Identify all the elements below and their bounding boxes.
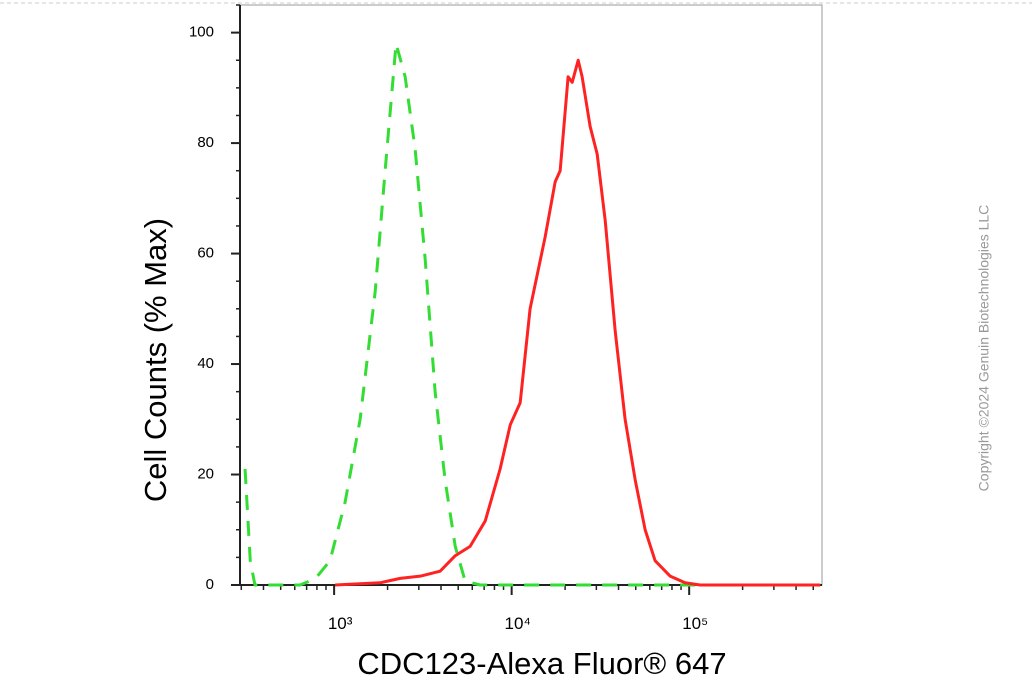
y-tick-label: 40 — [197, 355, 214, 372]
x-tick-label: 10³ — [328, 614, 353, 633]
series-line — [335, 58, 821, 587]
y-tick-label: 60 — [197, 245, 214, 262]
x-axis-label: CDC123-Alexa Fluor® 647 — [357, 646, 726, 681]
watermark: Copyright ©2024 Genuin Biotechnologies L… — [976, 205, 992, 492]
series-line — [243, 42, 821, 587]
y-tick-label: 0 — [206, 576, 214, 593]
x-tick-label: 10⁵ — [682, 614, 708, 633]
x-tick-label: 10⁴ — [505, 614, 531, 633]
y-tick-label: 80 — [197, 134, 214, 151]
plot-frame — [239, 4, 823, 586]
y-tick-label: 100 — [189, 24, 214, 41]
y-axis-label: Cell Counts (% Max) — [138, 218, 173, 502]
y-tick-label: 20 — [197, 465, 214, 482]
